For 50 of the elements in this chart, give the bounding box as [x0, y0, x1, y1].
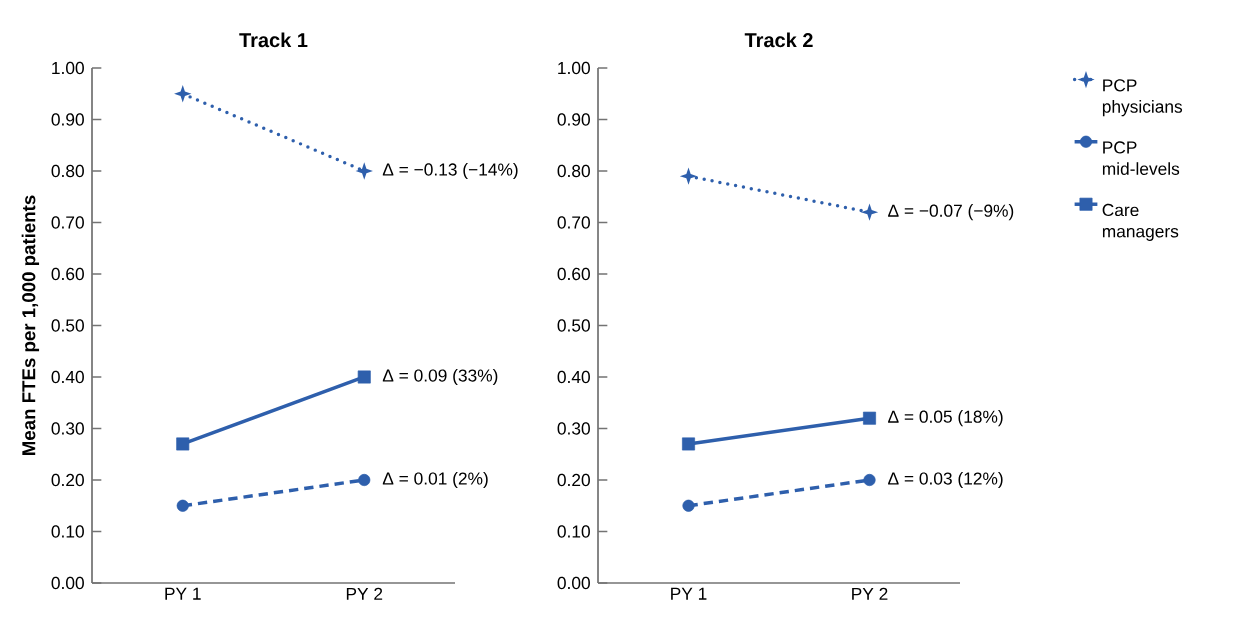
y-tick-label: 0.60	[51, 267, 84, 281]
point	[863, 411, 876, 425]
y-tick-label: 0.50	[557, 319, 590, 332]
y-tick-label: 0.40	[51, 370, 84, 384]
x-tick-label: PY 1	[165, 587, 201, 600]
x-tick-label: PY 2	[346, 587, 383, 600]
point	[682, 437, 695, 451]
point	[860, 203, 879, 221]
y-axis-title: Mean FTEs per 1,000 patients	[21, 195, 40, 455]
annotation: Δ = 0.05 (18%)	[888, 410, 1003, 427]
y-tick-label: 0.30	[557, 422, 590, 435]
annotation: Δ = 0.03 (12%)	[888, 471, 1003, 489]
chart-title: Track 1	[239, 32, 308, 48]
x-tick-label: PY 2	[852, 587, 888, 600]
y-tick-label: 0.10	[51, 525, 84, 538]
y-tick-label: 0.30	[51, 422, 84, 435]
y-tick-label: 0.10	[557, 525, 590, 538]
y-tick-label: 0.90	[51, 113, 84, 126]
y-tick-label: 1.00	[558, 61, 590, 75]
point	[863, 473, 876, 487]
legend-label: Care managers	[1102, 203, 1179, 241]
legend-label: PCP physicians	[1102, 79, 1183, 117]
point	[176, 499, 189, 512]
y-tick-label: 0.70	[51, 216, 84, 229]
y-tick-label: 0.70	[557, 216, 590, 229]
annotation: Δ = 0.09 (33%)	[382, 368, 498, 386]
point	[358, 473, 371, 487]
annotation: Δ = −0.13 (−14%)	[382, 162, 518, 180]
point	[176, 437, 190, 451]
point	[355, 162, 373, 180]
y-tick-label: 1.00	[52, 61, 84, 75]
legend-label: PCP mid-levels	[1102, 141, 1180, 175]
chart-title: Track 2	[744, 32, 813, 48]
x-tick-label: PY 1	[671, 587, 707, 600]
point	[357, 370, 371, 384]
y-tick-label: 0.00	[51, 576, 84, 590]
y-tick-label: 0.20	[51, 473, 84, 487]
y-tick-label: 0.80	[51, 164, 84, 178]
annotation: Δ = 0.01 (2%)	[382, 471, 488, 489]
annotation: Δ = −0.07 (−9%)	[888, 204, 1014, 221]
point	[679, 167, 698, 185]
y-tick-label: 0.40	[557, 370, 590, 384]
y-tick-label: 0.20	[557, 473, 590, 487]
y-tick-label: 0.80	[557, 164, 590, 178]
y-tick-label: 0.60	[557, 267, 590, 281]
point	[174, 85, 192, 103]
y-tick-label: 0.50	[51, 319, 84, 332]
point	[682, 499, 695, 512]
y-tick-label: 0.90	[557, 113, 590, 126]
y-tick-label: 0.00	[557, 576, 590, 590]
